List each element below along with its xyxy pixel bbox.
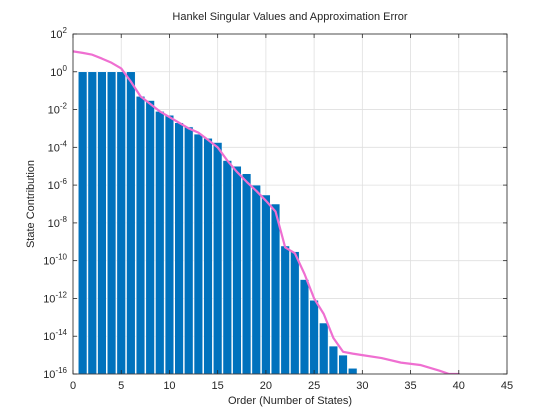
bar-order-1 [78,71,88,375]
bar-order-28 [338,354,348,375]
bar-order-25 [309,300,319,375]
x-tick-label: 25 [308,380,320,392]
approximation-error-line [73,50,460,374]
grid [72,33,508,375]
y-tick-base: 10 [48,105,60,117]
y-tick-base: 10 [43,331,55,343]
x-tick-label: 40 [453,380,465,392]
y-tick-label: 10-10 [43,253,67,268]
y-tick-base: 10 [43,369,55,381]
bar-order-4 [106,71,117,375]
bar-order-24 [299,279,310,375]
y-tick-base: 10 [50,67,62,79]
bar-order-13 [193,133,203,375]
y-tick-label: 10-8 [48,215,68,230]
y-tick-label: 10-6 [48,177,68,192]
y-tick-exponent: -10 [55,253,67,262]
bar-order-26 [319,322,329,375]
bar-order-10 [164,114,175,375]
bar-order-11 [174,122,184,375]
ticks: 0 5 10 15 20 25 30 35 40 4510210010-210-410-610-8… [43,26,513,392]
bar-order-9 [155,111,165,375]
y-tick-base: 10 [43,293,55,305]
bar-order-20 [261,194,271,375]
plot-area [73,34,507,374]
axes-box [72,33,508,375]
bar-order-19 [251,184,261,375]
y-tick-exponent: -16 [55,366,67,375]
y-tick-label: 10-14 [43,328,67,343]
bar-order-18 [242,173,252,375]
bar-order-17 [232,165,242,375]
bar-order-7 [135,96,146,375]
bar-order-23 [290,251,300,375]
x-axis-label: Order (Number of States) [228,395,352,407]
x-tick-label: 10 [163,380,175,392]
y-tick-label: 102 [50,26,67,41]
y-tick-base: 10 [43,256,55,268]
error-line [73,50,460,374]
y-tick-label: 10-2 [48,102,68,117]
bar-order-3 [97,71,107,375]
chart-title: Hankel Singular Values and Approximation… [172,11,408,23]
x-tick-label: 45 [501,380,513,392]
x-tick-label: 15 [212,380,224,392]
bar-order-29 [348,368,358,375]
y-tick-exponent: -6 [60,177,68,186]
bar-order-2 [87,71,97,375]
y-tick-exponent: -12 [55,290,67,299]
bar-order-6 [126,71,136,375]
bar-order-15 [213,142,223,375]
bar-order-5 [116,71,126,375]
y-tick-base: 10 [48,180,60,192]
bars [78,71,358,375]
y-tick-base: 10 [50,29,62,41]
y-tick-exponent: 0 [63,64,68,73]
bar-order-16 [222,160,232,375]
x-tick-label: 35 [404,380,416,392]
y-tick-exponent: -8 [60,215,68,224]
x-tick-label: 30 [356,380,368,392]
y-axis-label: State Contribution [25,160,37,248]
bar-order-21 [270,203,281,375]
y-tick-base: 10 [48,218,60,230]
y-tick-base: 10 [48,142,60,154]
y-tick-label: 10-12 [43,290,67,305]
y-tick-label: 100 [50,64,67,79]
bar-order-8 [145,100,155,375]
bar-order-12 [184,126,194,375]
bar-order-27 [328,345,338,375]
x-tick-label: 0 [70,380,76,392]
y-tick-exponent: -14 [55,328,67,337]
x-tick-label: 20 [260,380,272,392]
y-tick-exponent: -4 [60,139,68,148]
bar-order-14 [203,138,213,375]
x-tick-label: 5 [118,380,124,392]
y-tick-label: 10-16 [43,366,67,381]
bar-order-22 [280,245,290,375]
y-tick-label: 10-4 [48,139,68,154]
y-tick-exponent: 2 [63,26,68,35]
y-tick-exponent: -2 [60,102,68,111]
